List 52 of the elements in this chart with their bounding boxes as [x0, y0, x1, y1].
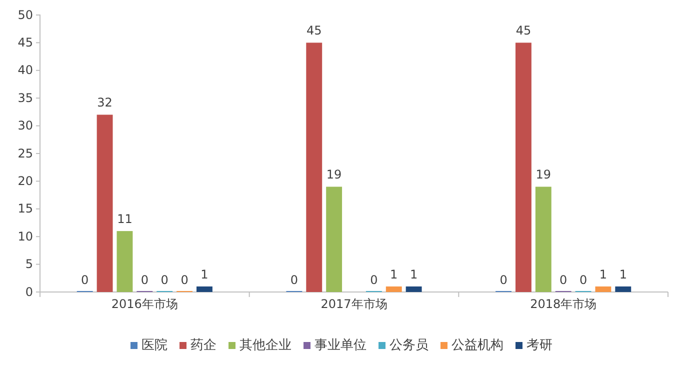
y-tick-label: 40 — [18, 63, 33, 78]
bar — [615, 286, 632, 292]
data-label: 0 — [579, 273, 588, 287]
y-tick-label: 15 — [18, 202, 33, 216]
data-label: 1 — [410, 267, 418, 282]
data-label: 0 — [290, 273, 298, 287]
y-tick-label: 45 — [18, 36, 33, 50]
legend-label: 考研 — [526, 338, 552, 353]
data-label: 45 — [516, 24, 532, 38]
legend-label: 医院 — [142, 338, 168, 353]
x-tick-label: 2016年市场 — [111, 297, 178, 312]
y-tick-label: 30 — [18, 118, 33, 133]
x-tick-label: 2018年市场 — [530, 297, 597, 312]
bar — [306, 42, 322, 292]
data-label: 19 — [536, 168, 552, 182]
data-label: 1 — [200, 267, 208, 282]
data-label: 11 — [117, 212, 132, 226]
y-tick-label: 5 — [25, 257, 33, 272]
data-label: 1 — [619, 267, 627, 282]
bar — [406, 286, 422, 292]
data-label: 1 — [599, 267, 608, 282]
data-label: 0 — [560, 273, 568, 287]
legend-label: 其他企业 — [240, 338, 292, 353]
y-tick-label: 10 — [18, 229, 33, 244]
legend-label: 事业单位 — [314, 338, 366, 353]
y-tick-label: 20 — [18, 174, 33, 188]
data-label: 0 — [370, 273, 378, 287]
data-label: 0 — [500, 273, 508, 287]
bar — [96, 114, 113, 292]
legend-label: 公务员 — [390, 338, 428, 353]
bar — [116, 231, 133, 292]
data-label: 0 — [180, 273, 188, 287]
bar — [535, 186, 552, 292]
data-label: 1 — [390, 267, 398, 282]
data-label: 45 — [306, 24, 322, 38]
bar — [196, 286, 212, 292]
data-label: 0 — [160, 273, 168, 287]
y-tick-label: 0 — [25, 284, 33, 299]
bar — [326, 186, 342, 292]
legend-label: 公益机构 — [452, 338, 504, 353]
data-label: 0 — [81, 273, 89, 287]
bar — [595, 286, 612, 292]
bar — [515, 42, 532, 292]
data-label: 32 — [97, 96, 112, 110]
legend-label: 药企 — [190, 338, 216, 353]
y-tick-label: 35 — [18, 90, 33, 105]
x-tick-label: 2017年市场 — [320, 297, 388, 312]
y-tick-label: 50 — [18, 8, 33, 22]
data-label: 0 — [140, 273, 148, 287]
data-label: 19 — [326, 168, 342, 182]
bar — [386, 286, 402, 292]
y-tick-label: 25 — [18, 146, 33, 160]
